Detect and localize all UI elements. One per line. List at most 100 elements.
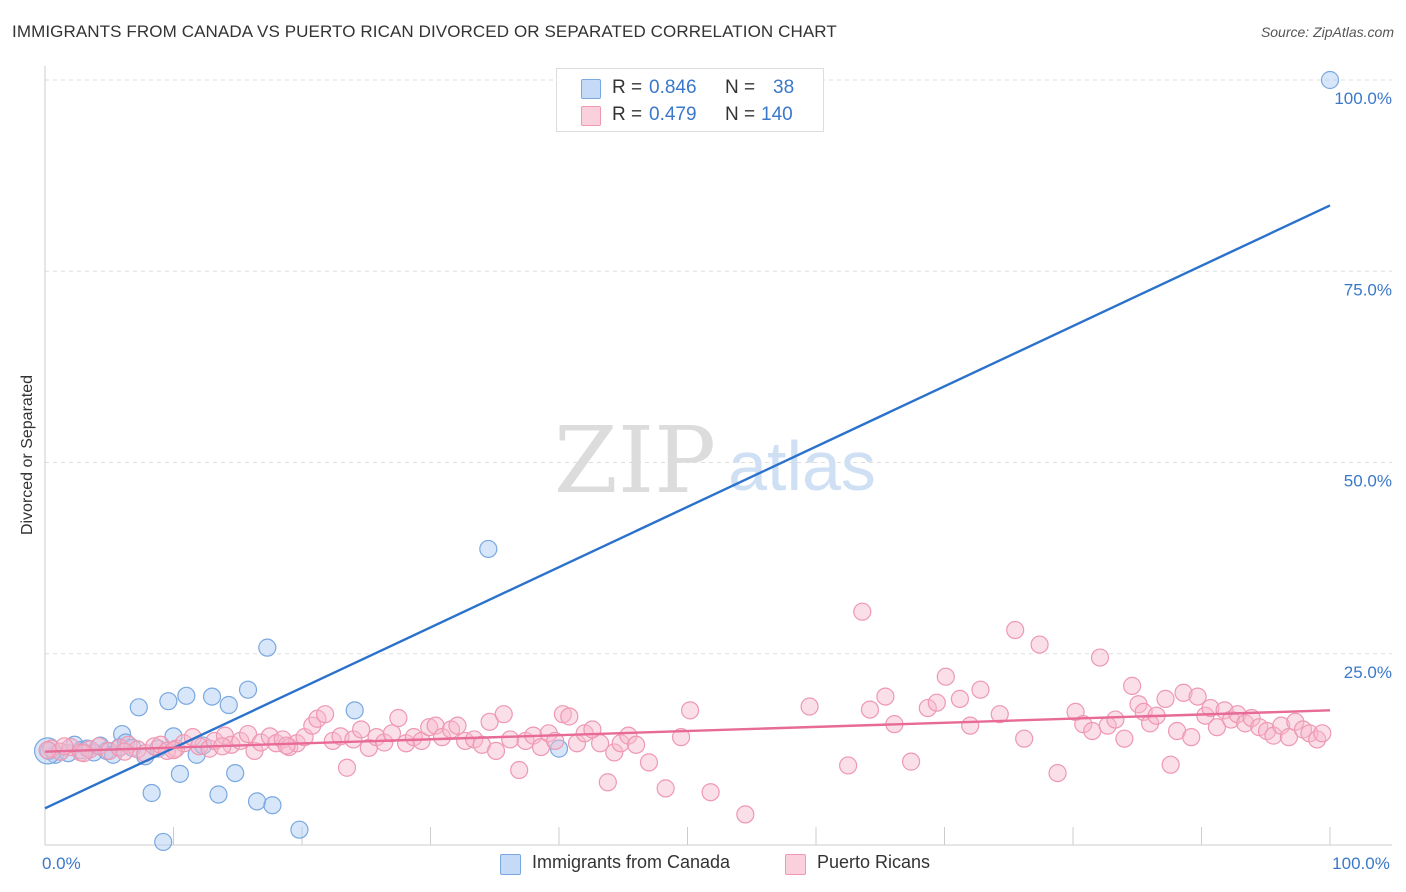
trend-lines (44, 204, 1331, 810)
point-puerto-rican (619, 726, 638, 745)
point-puerto-rican (1257, 721, 1277, 741)
point-canada (159, 692, 178, 711)
legend-swatch-canada (581, 79, 601, 99)
point-canada (226, 763, 245, 783)
bottom-legend-swatch-puerto-rican (785, 854, 806, 875)
point-puerto-rican (736, 805, 755, 824)
y-tick-label: 75.0% (1344, 280, 1392, 299)
bottom-legend-label-canada: Immigrants from Canada (532, 852, 731, 872)
point-puerto-rican (901, 752, 921, 771)
point-puerto-rican (344, 730, 363, 749)
watermark-atlas: atlas (728, 427, 876, 505)
legend-r-label: R = (612, 77, 643, 98)
point-puerto-rican (1279, 728, 1298, 747)
point-puerto-rican (382, 724, 402, 743)
point-puerto-rican (448, 716, 467, 735)
point-puerto-rican (701, 783, 720, 802)
point-canada (290, 820, 309, 839)
point-puerto-rican (375, 733, 394, 752)
point-puerto-rican (238, 724, 258, 744)
tick-labels: 25.0% 50.0% 75.0% 100.0% 0.0% 100.0% (42, 89, 1392, 873)
point-puerto-rican (1264, 726, 1283, 745)
point-canada (219, 695, 238, 715)
point-canada (238, 680, 258, 699)
trend-line-canada (44, 204, 1331, 810)
watermark-zip: ZIP (554, 407, 716, 514)
legend-swatch-puerto-rican (581, 106, 601, 126)
trend-line-puerto-rican (44, 709, 1331, 753)
point-puerto-rican (853, 602, 872, 621)
point-puerto-rican (800, 697, 819, 716)
point-puerto-rican (420, 718, 439, 737)
point-canada (177, 686, 196, 705)
point-puerto-rican (639, 753, 659, 772)
x-tick-label: 0.0% (42, 854, 81, 873)
point-puerto-rican (494, 705, 513, 724)
point-puerto-rican (950, 689, 970, 708)
point-canada (479, 539, 498, 559)
point-puerto-rican (680, 701, 700, 720)
point-puerto-rican (1174, 683, 1193, 702)
y-tick-label: 100.0% (1334, 89, 1392, 108)
legend-r-label: R = (612, 104, 643, 125)
point-puerto-rican (1006, 620, 1025, 640)
point-puerto-rican (337, 758, 357, 777)
point-puerto-rican (1115, 729, 1134, 748)
source-credit: Source: ZipAtlas.com (1260, 24, 1394, 40)
point-canada (258, 638, 277, 657)
watermark: ZIP atlas (554, 407, 876, 514)
point-puerto-rican (1313, 724, 1332, 743)
point-puerto-rican (671, 728, 691, 747)
point-puerto-rican (656, 779, 675, 798)
point-puerto-rican (1030, 635, 1049, 654)
point-canada (112, 724, 132, 744)
bottom-legend-swatch-canada (500, 854, 521, 875)
point-puerto-rican (277, 736, 296, 755)
point-canada (1320, 70, 1340, 90)
point-puerto-rican (480, 712, 499, 731)
point-puerto-rican (426, 716, 445, 735)
axes (44, 66, 1392, 846)
point-puerto-rican (38, 741, 57, 760)
point-puerto-rican (1048, 763, 1067, 783)
point-puerto-rican (1286, 712, 1305, 731)
point-puerto-rican (936, 667, 955, 686)
point-puerto-rican (510, 760, 529, 780)
legend-r-value: 0.846 (649, 77, 697, 98)
point-canada (202, 687, 222, 706)
series-puerto-rican-points (38, 602, 1332, 824)
point-puerto-rican (1015, 729, 1034, 748)
point-puerto-rican (1123, 676, 1142, 695)
point-canada (263, 796, 282, 815)
point-puerto-rican (316, 705, 335, 724)
point-canada (129, 698, 148, 717)
point-puerto-rican (1207, 718, 1227, 737)
point-canada (209, 785, 228, 804)
point-puerto-rican (839, 756, 858, 775)
x-tick-label: 100.0% (1332, 854, 1390, 873)
point-canada (247, 792, 267, 811)
y-tick-label: 50.0% (1344, 472, 1392, 491)
point-canada (154, 832, 173, 852)
point-puerto-rican (1182, 728, 1201, 747)
point-puerto-rican (961, 716, 980, 735)
point-puerto-rican (860, 700, 880, 719)
y-tick-label: 25.0% (1344, 663, 1392, 682)
point-puerto-rican (1161, 755, 1180, 774)
point-puerto-rican (486, 741, 506, 761)
point-canada (142, 783, 161, 803)
legend-r-value: 0.479 (649, 104, 697, 125)
point-puerto-rican (605, 743, 624, 762)
legend-n-label: N = (725, 77, 756, 98)
point-puerto-rican (1090, 648, 1110, 667)
point-canada (170, 764, 190, 783)
point-puerto-rican (990, 705, 1009, 724)
point-canada (345, 701, 364, 720)
legend-n-label: N = (725, 104, 756, 125)
gridlines (45, 79, 1392, 655)
point-puerto-rican (611, 734, 630, 753)
point-puerto-rican (251, 733, 270, 752)
point-puerto-rican (1156, 689, 1175, 708)
point-puerto-rican (971, 680, 990, 699)
